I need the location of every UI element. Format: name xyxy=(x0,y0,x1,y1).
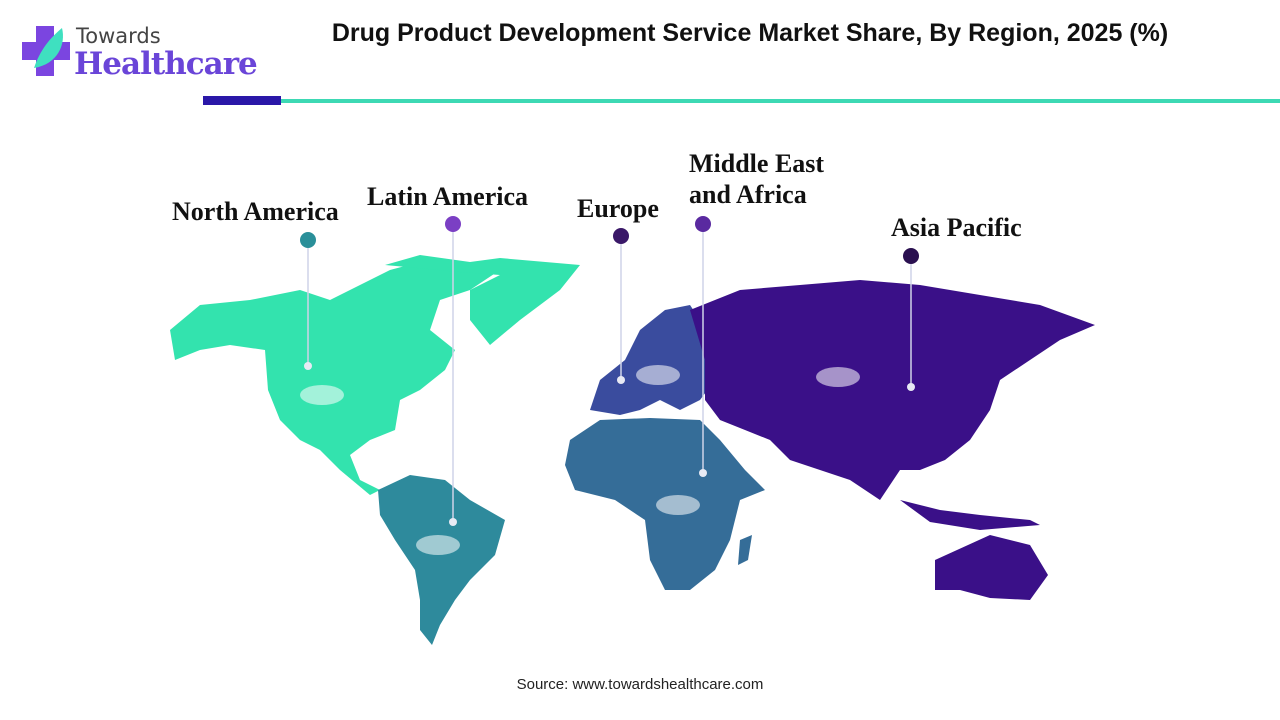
medical-cross-leaf-icon xyxy=(22,26,70,76)
region-north-america[interactable] xyxy=(170,262,500,495)
marker-europe xyxy=(613,228,629,244)
marker-middle-east-africa xyxy=(695,216,711,232)
marker-latin-america xyxy=(445,216,461,232)
source-note: Source: www.towardshealthcare.com xyxy=(516,676,764,693)
marker-asia-pacific xyxy=(903,248,919,264)
region-latin-america[interactable] xyxy=(378,475,505,645)
region-greenland xyxy=(385,255,580,345)
label-latin-america: Latin America xyxy=(367,182,529,211)
label-europe: Europe xyxy=(577,194,659,223)
blurred-values xyxy=(300,365,860,555)
title-underline xyxy=(281,99,1280,103)
marker-north-america xyxy=(300,232,316,248)
logo-text-main: Healthcare xyxy=(74,46,258,82)
region-asia-pacific[interactable] xyxy=(690,280,1095,500)
region-indonesia xyxy=(900,500,1040,530)
logo: Towards Healthcare xyxy=(20,20,258,82)
title-underline-accent xyxy=(203,96,281,105)
label-north-america: North America xyxy=(172,197,339,226)
region-europe[interactable] xyxy=(590,305,715,415)
page-title: Drug Product Development Service Market … xyxy=(331,19,1169,47)
region-australia xyxy=(935,535,1048,600)
logo-text-top: Towards xyxy=(76,24,161,48)
label-asia-pacific: Asia Pacific xyxy=(891,213,1022,242)
region-madagascar xyxy=(738,535,752,565)
label-middle-east-africa: Middle East and Africa xyxy=(689,149,825,209)
